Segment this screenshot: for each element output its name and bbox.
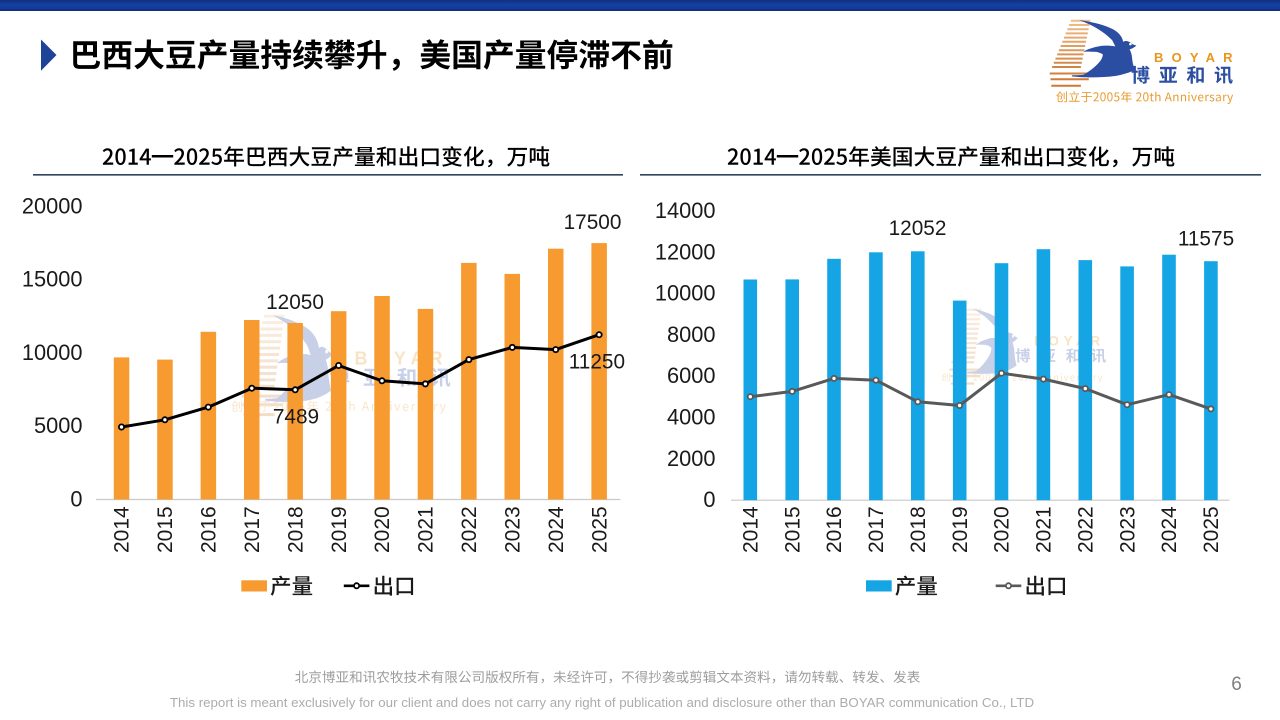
svg-text:12050: 12050 bbox=[266, 291, 324, 314]
svg-text:5000: 5000 bbox=[34, 413, 83, 438]
svg-text:2022: 2022 bbox=[1075, 506, 1098, 553]
svg-text:2021: 2021 bbox=[415, 506, 438, 553]
svg-text:10000: 10000 bbox=[655, 281, 716, 306]
svg-text:2019: 2019 bbox=[949, 506, 972, 553]
svg-text:12052: 12052 bbox=[889, 217, 947, 240]
svg-text:4000: 4000 bbox=[667, 405, 716, 430]
svg-text:2023: 2023 bbox=[502, 506, 525, 553]
svg-text:This report is meant exclusive: This report is meant exclusively for our… bbox=[170, 695, 1034, 710]
svg-text:7489: 7489 bbox=[273, 405, 319, 428]
svg-text:17500: 17500 bbox=[564, 211, 622, 234]
svg-text:2022: 2022 bbox=[458, 506, 481, 553]
svg-text:14000: 14000 bbox=[655, 198, 716, 223]
svg-text:20000: 20000 bbox=[22, 193, 83, 218]
svg-text:2021: 2021 bbox=[1033, 506, 1056, 553]
svg-text:2014: 2014 bbox=[111, 506, 134, 553]
svg-text:6: 6 bbox=[1231, 674, 1242, 695]
svg-text:15000: 15000 bbox=[22, 267, 83, 292]
svg-text:2016: 2016 bbox=[198, 506, 221, 553]
svg-text:2018: 2018 bbox=[284, 506, 307, 553]
svg-text:2016: 2016 bbox=[823, 506, 846, 553]
svg-text:2015: 2015 bbox=[154, 506, 177, 553]
svg-text:2024: 2024 bbox=[545, 506, 568, 553]
svg-text:11250: 11250 bbox=[569, 350, 625, 373]
svg-text:2020: 2020 bbox=[371, 506, 394, 553]
svg-text:0: 0 bbox=[703, 487, 715, 512]
svg-text:2025: 2025 bbox=[1200, 506, 1223, 553]
svg-text:2000: 2000 bbox=[667, 446, 716, 471]
svg-text:2025: 2025 bbox=[588, 506, 611, 553]
svg-text:2018: 2018 bbox=[907, 506, 930, 553]
svg-text:6000: 6000 bbox=[667, 363, 716, 388]
svg-text:2020: 2020 bbox=[991, 506, 1014, 553]
svg-text:2024: 2024 bbox=[1158, 506, 1181, 553]
svg-text:2019: 2019 bbox=[328, 506, 351, 553]
svg-text:BOYAR: BOYAR bbox=[1154, 50, 1241, 65]
svg-text:2017: 2017 bbox=[865, 506, 888, 553]
svg-text:12000: 12000 bbox=[655, 239, 716, 264]
svg-text:10000: 10000 bbox=[22, 340, 83, 365]
svg-text:0: 0 bbox=[70, 486, 82, 511]
svg-text:8000: 8000 bbox=[667, 322, 716, 347]
svg-text:2015: 2015 bbox=[781, 506, 804, 553]
svg-text:2023: 2023 bbox=[1116, 506, 1139, 553]
svg-text:11575: 11575 bbox=[1178, 227, 1234, 250]
svg-text:2014: 2014 bbox=[740, 506, 763, 553]
svg-text:2017: 2017 bbox=[241, 506, 264, 553]
